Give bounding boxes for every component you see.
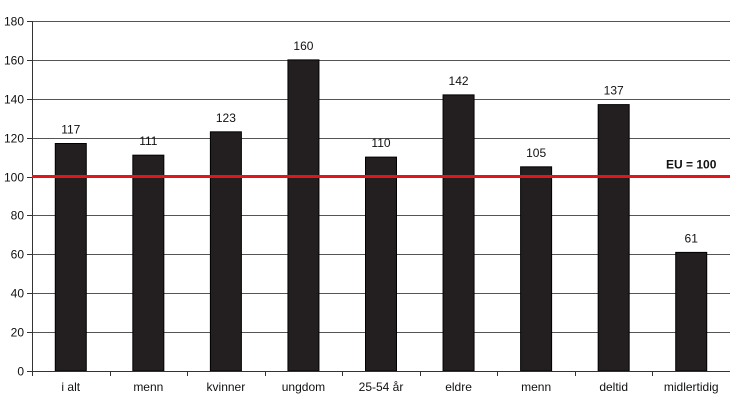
y-tick-label: 80 (11, 209, 25, 223)
y-tick-label: 20 (11, 326, 25, 340)
x-category-label: menn (521, 380, 551, 394)
x-category-label: kvinner (207, 380, 246, 394)
data-label: 117 (61, 123, 80, 137)
bar (597, 104, 630, 372)
x-category-label: midlertidig (664, 380, 719, 394)
x-category-label: menn (133, 380, 163, 394)
data-label: 137 (604, 84, 624, 98)
eu-reference-label: EU = 100 (666, 158, 717, 172)
x-axis-category-labels: i alt menn kvinner ungdom 25-54 år eldre menn d… (61, 380, 718, 394)
x-category-label: deltid (599, 380, 628, 394)
data-label: 123 (216, 111, 236, 125)
bar (442, 94, 475, 372)
data-label: 105 (526, 146, 546, 160)
bar (520, 166, 553, 372)
data-label: 160 (293, 39, 313, 53)
data-labels: 117 111 123 160 110 142 105 137 61 (61, 39, 699, 245)
y-tick-label: 180 (4, 15, 24, 29)
data-label: 111 (139, 134, 158, 148)
y-tick-label: 60 (11, 248, 25, 262)
y-tick-label: 120 (4, 132, 24, 146)
y-tick-label: 40 (11, 287, 25, 301)
reference-line-group: EU = 100 (32, 158, 730, 179)
x-category-label: 25-54 år (359, 380, 404, 394)
x-category-label: eldre (445, 380, 472, 394)
y-axis-tick-labels: 0 20 40 60 80 100 120 140 160 180 (4, 15, 24, 379)
bar (209, 131, 242, 372)
y-tick-label: 100 (4, 171, 24, 185)
y-tick-label: 160 (4, 54, 24, 68)
data-label: 110 (371, 136, 390, 150)
bars (54, 59, 708, 372)
x-category-label: ungdom (282, 380, 325, 394)
bar (365, 156, 397, 372)
bar (675, 251, 708, 372)
data-label: 61 (685, 231, 699, 245)
bar (54, 143, 87, 372)
axes (32, 21, 730, 376)
x-category-label: i alt (61, 380, 80, 394)
bar (287, 59, 320, 372)
y-tick-label: 140 (4, 93, 24, 107)
data-label: 142 (449, 74, 469, 88)
bar (132, 154, 165, 372)
y-tick-label: 0 (17, 365, 24, 379)
